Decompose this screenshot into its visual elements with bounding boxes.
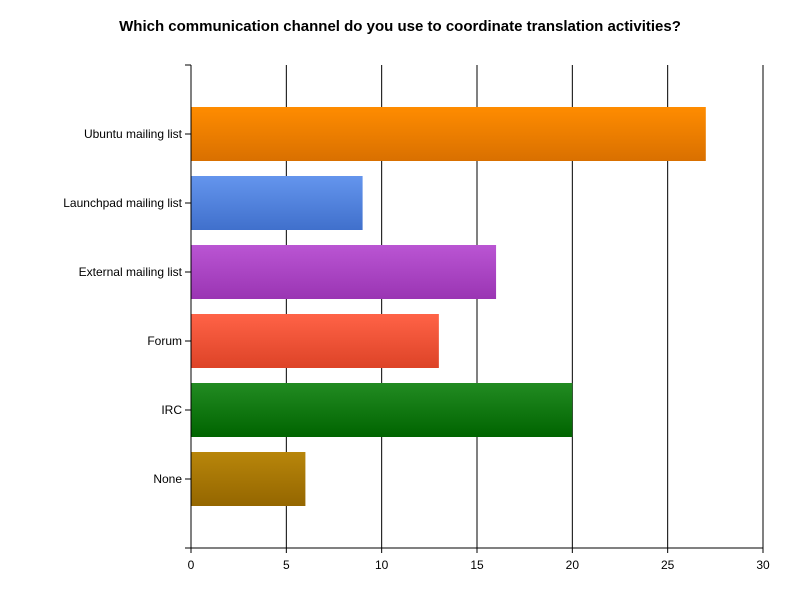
bars (191, 107, 706, 506)
x-tick-label-20: 20 (566, 558, 580, 572)
y-tick-label-external-mailing-list: External mailing list (79, 265, 183, 279)
y-tick-label-irc: IRC (161, 403, 182, 417)
x-tick-label-25: 25 (661, 558, 675, 572)
bar-forum (191, 314, 439, 368)
bar-ubuntu-mailing-list (191, 107, 706, 161)
bar-launchpad-mailing-list (191, 176, 363, 230)
x-tick-label-15: 15 (470, 558, 484, 572)
y-tick-label-forum: Forum (147, 334, 182, 348)
axes (185, 64, 764, 553)
y-tick-label-launchpad-mailing-list: Launchpad mailing list (63, 196, 182, 210)
x-tick-label-10: 10 (375, 558, 389, 572)
y-tick-label-none: None (153, 472, 182, 486)
x-tick-label-0: 0 (188, 558, 195, 572)
bar-irc (191, 383, 573, 437)
y-tick-label-ubuntu-mailing-list: Ubuntu mailing list (84, 127, 183, 141)
bar-external-mailing-list (191, 245, 497, 299)
bar-none (191, 452, 306, 506)
tick-labels: Ubuntu mailing list Launchpad mailing lis… (63, 127, 770, 572)
x-tick-label-5: 5 (283, 558, 290, 572)
x-tick-label-30: 30 (756, 558, 770, 572)
chart-title: Which communication channel do you use t… (119, 18, 681, 35)
